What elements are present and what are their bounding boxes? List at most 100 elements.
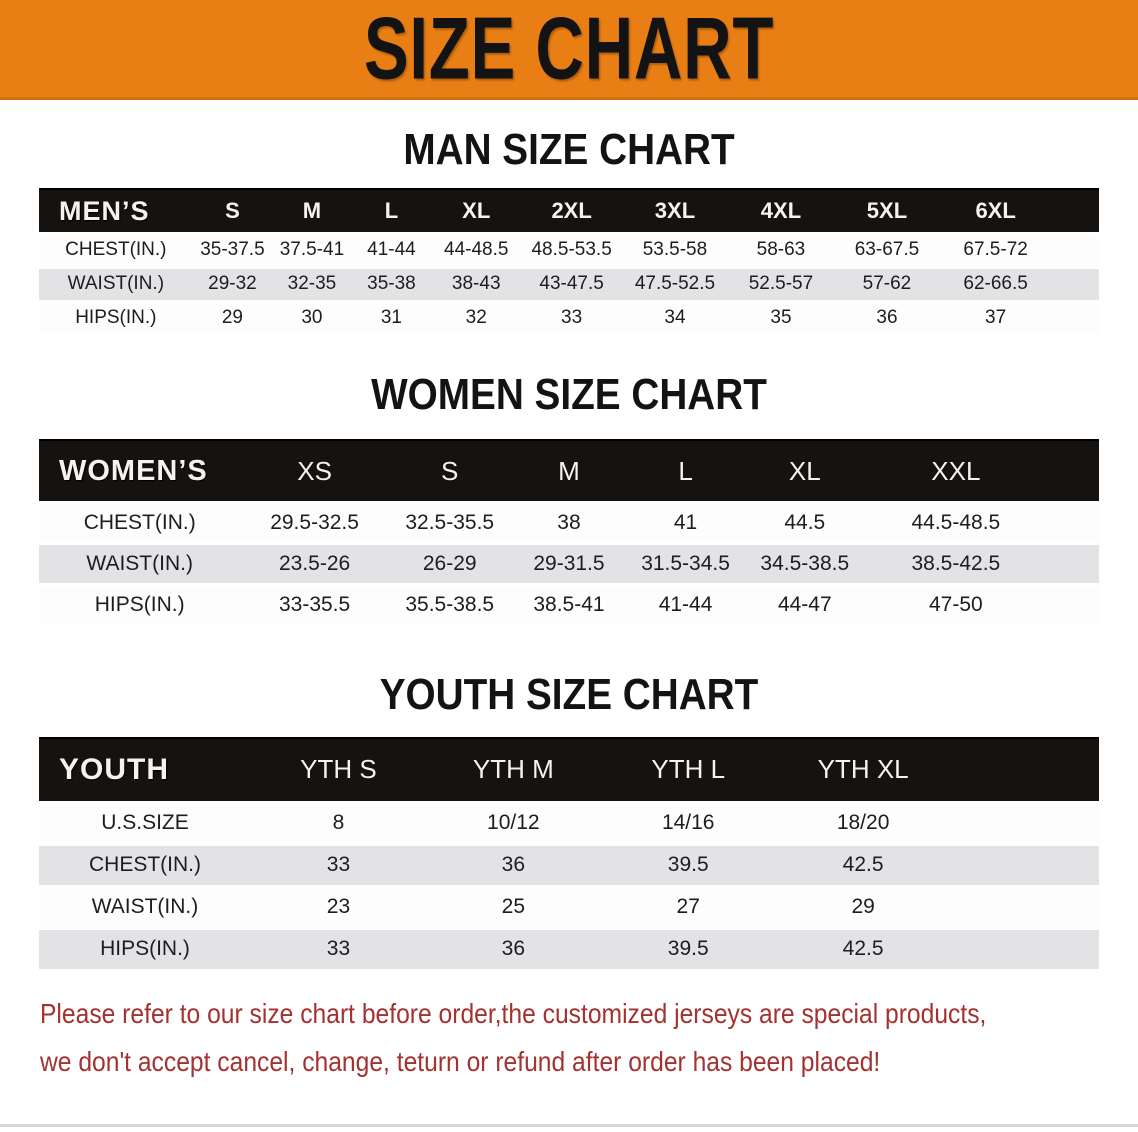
size-column-header: YTH M [425, 737, 601, 804]
size-column-header: S [388, 439, 511, 504]
size-value-cell: 34 [621, 301, 728, 337]
row-spacer-cell [1045, 584, 1099, 627]
youth-size-chart-section: YOUTH SIZE CHART YOUTH YTH S YTH M YTH L YTH… [0, 669, 1138, 972]
size-value-cell: 47-50 [865, 584, 1046, 627]
size-value-cell: 37.5-41 [272, 233, 352, 269]
size-column-header: 2XL [521, 188, 622, 235]
youth-section-title: YOUTH SIZE CHART [379, 669, 759, 719]
size-value-cell: 37 [939, 301, 1052, 337]
size-value-cell: 63-67.5 [833, 233, 940, 269]
men-size-table: MEN’S S M L XL 2XL 3XL 4XL 5XL 6XL CHEST(IN.) 35-37… [39, 188, 1099, 337]
size-value-cell: 38.5-42.5 [865, 543, 1046, 586]
size-value-cell: 29-32 [192, 267, 273, 303]
measure-row: CHEST(IN.) 29.5-32.5 32.5-35.5 38 41 44.5 44.5… [39, 502, 1099, 545]
size-value-cell: 44-47 [743, 584, 866, 627]
size-table-header-row: MEN’S S M L XL 2XL 3XL 4XL 5XL 6XL [39, 188, 1099, 235]
row-label: WAIST(IN.) [39, 543, 241, 586]
size-value-cell: 48.5-53.5 [521, 233, 622, 269]
disclaimer-line-2: we don't accept cancel, change, teturn o… [40, 1045, 881, 1077]
size-value-cell: 38.5-41 [510, 584, 628, 627]
row-spacer-cell [1051, 233, 1099, 269]
row-label: WAIST(IN.) [39, 886, 251, 930]
measure-row: HIPS(IN.) 33 36 39.5 42.5 [39, 928, 1099, 972]
size-table-header-row: YOUTH YTH S YTH M YTH L YTH XL [39, 737, 1099, 804]
size-value-cell: 62-66.5 [939, 267, 1052, 303]
row-spacer-cell [950, 844, 1099, 888]
size-value-cell: 41 [627, 502, 744, 545]
size-value-cell: 29 [192, 301, 273, 337]
size-column-header: L [351, 188, 432, 235]
men-section-title: MAN SIZE CHART [403, 125, 735, 174]
size-column-header: 3XL [621, 188, 728, 235]
size-column-header: L [627, 439, 744, 504]
size-value-cell: 26-29 [388, 543, 511, 586]
measure-row: CHEST(IN.) 35-37.5 37.5-41 41-44 44-48.5 48.5… [39, 233, 1099, 269]
women-section-title: WOMEN SIZE CHART [371, 369, 767, 419]
size-column-header: M [510, 439, 628, 504]
header-spacer-cell [1045, 439, 1099, 504]
size-value-cell: 35.5-38.5 [388, 584, 511, 627]
size-column-header: XXL [865, 439, 1046, 504]
size-value-cell: 31.5-34.5 [627, 543, 744, 586]
size-value-cell: 47.5-52.5 [621, 267, 728, 303]
size-value-cell: 23.5-26 [240, 543, 389, 586]
women-size-table: WOMEN’S XS S M L XL XXL CHEST(IN.) 29.5-32.5 32.5… [39, 439, 1099, 627]
row-spacer-cell [950, 802, 1099, 846]
size-value-cell: 41-44 [627, 584, 744, 627]
size-value-cell: 33-35.5 [240, 584, 389, 627]
table-corner-label: YOUTH [39, 737, 251, 804]
row-label: HIPS(IN.) [39, 584, 241, 627]
size-value-cell: 33 [521, 301, 622, 337]
size-value-cell: 44.5-48.5 [865, 502, 1046, 545]
size-column-header: XL [743, 439, 866, 504]
size-value-cell: 67.5-72 [939, 233, 1052, 269]
size-column-header: M [272, 188, 352, 235]
size-column-header: 5XL [833, 188, 940, 235]
measure-row: CHEST(IN.) 33 36 39.5 42.5 [39, 844, 1099, 888]
table-corner-label: WOMEN’S [39, 439, 241, 504]
size-value-cell: 57-62 [833, 267, 940, 303]
measure-row: WAIST(IN.) 23 25 27 29 [39, 886, 1099, 930]
size-value-cell: 18/20 [775, 802, 951, 846]
banner-title: SIZE CHART [363, 0, 775, 98]
size-value-cell: 41-44 [351, 233, 432, 269]
size-value-cell: 44-48.5 [431, 233, 522, 269]
size-column-header: XL [431, 188, 522, 235]
row-spacer-cell [950, 928, 1099, 972]
size-value-cell: 32-35 [272, 267, 352, 303]
size-value-cell: 44.5 [743, 502, 866, 545]
header-spacer-cell [1051, 188, 1099, 235]
row-label: HIPS(IN.) [39, 928, 251, 972]
size-value-cell: 38 [510, 502, 628, 545]
size-value-cell: 42.5 [775, 928, 951, 972]
women-size-chart-section: WOMEN SIZE CHART WOMEN’S XS S M L XL XXL CHEST(… [0, 369, 1138, 627]
row-label: WAIST(IN.) [39, 267, 193, 303]
row-spacer-cell [1045, 502, 1099, 545]
row-spacer-cell [1045, 543, 1099, 586]
row-spacer-cell [1051, 301, 1099, 337]
row-label: CHEST(IN.) [39, 502, 241, 545]
size-value-cell: 33 [251, 928, 426, 972]
size-value-cell: 53.5-58 [621, 233, 728, 269]
row-label: U.S.SIZE [39, 802, 251, 846]
size-value-cell: 29-31.5 [510, 543, 628, 586]
size-column-header: YTH S [251, 737, 426, 804]
size-value-cell: 34.5-38.5 [743, 543, 866, 586]
size-value-cell: 36 [425, 928, 601, 972]
size-value-cell: 36 [425, 844, 601, 888]
size-value-cell: 29 [775, 886, 951, 930]
row-label: HIPS(IN.) [39, 301, 193, 337]
size-value-cell: 35 [727, 301, 834, 337]
disclaimer: Please refer to our size chart before or… [40, 990, 1138, 1086]
size-value-cell: 14/16 [600, 802, 776, 846]
size-value-cell: 31 [351, 301, 432, 337]
size-value-cell: 36 [833, 301, 940, 337]
size-value-cell: 23 [251, 886, 426, 930]
size-column-header: S [192, 188, 273, 235]
size-column-header: YTH L [600, 737, 776, 804]
measure-row: WAIST(IN.) 23.5-26 26-29 29-31.5 31.5-34.5 34… [39, 543, 1099, 586]
size-value-cell: 39.5 [600, 928, 776, 972]
size-value-cell: 33 [251, 844, 426, 888]
table-corner-label: MEN’S [39, 188, 193, 235]
bottom-edge-line [0, 1124, 1138, 1127]
